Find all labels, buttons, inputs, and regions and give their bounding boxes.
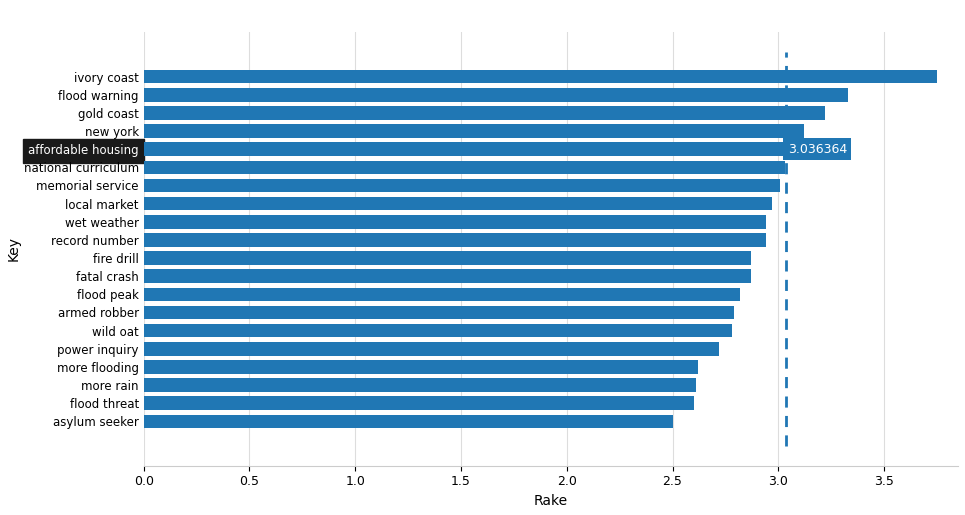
Bar (144, 251, 751, 265)
Bar (144, 215, 765, 229)
Bar (144, 378, 696, 392)
Bar (144, 287, 740, 301)
Bar (144, 324, 731, 337)
Bar (144, 124, 804, 138)
Bar (144, 342, 719, 355)
Bar (144, 179, 781, 192)
Bar (144, 70, 937, 83)
Bar (144, 397, 694, 410)
Bar (144, 106, 825, 119)
Bar (144, 88, 848, 101)
Bar (144, 415, 673, 428)
Text: 3.036364: 3.036364 (787, 143, 847, 156)
Bar (144, 360, 698, 374)
Y-axis label: Key: Key (7, 236, 21, 262)
Bar (144, 142, 786, 156)
Bar (144, 306, 733, 319)
Bar (144, 233, 765, 247)
Bar (144, 197, 772, 211)
Bar (144, 161, 785, 174)
X-axis label: Rake: Rake (534, 494, 568, 508)
Bar (144, 269, 751, 283)
